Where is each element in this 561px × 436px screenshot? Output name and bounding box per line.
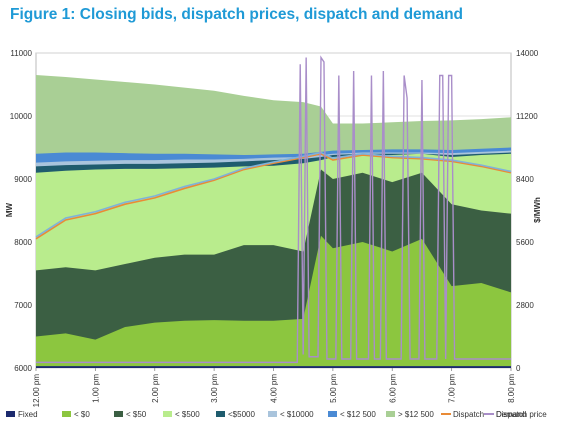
y2-tick-label: 5600 [516,238,534,247]
x-tick-label: 6.00 pm [388,374,397,403]
legend-swatch [6,411,15,417]
legend: Fixed < $0 < $50 < $500 <$5000 < $10000 < $12 … [6,410,547,419]
legend-label: Dispatch [453,410,484,419]
y-tick-label: 11000 [10,49,32,58]
legend-item--12-500: < $12 500 [328,410,376,419]
line-dispatch-price [36,55,511,364]
legend-label: Fixed [18,410,38,419]
legend-label: <$5000 [228,410,255,419]
legend-label: < $0 [74,410,90,419]
x-axis: 12.00 pm 1.00 pm 2.00 pm 3.00 pm 4.00 pm 5.00… [32,368,516,407]
y-axis-right: 0 2800 5600 8400 11200 14000 [516,49,539,373]
line-dispatch [35,152,512,240]
y2-tick-label: 14000 [516,49,539,58]
legend-label: < $500 [175,410,200,419]
legend-item--500: < $500 [163,410,200,419]
y-tick-label: 9000 [14,175,32,184]
x-tick-label: 3.00 pm [210,374,219,403]
line-demand [35,151,512,238]
legend-label: < $50 [126,410,147,419]
y2-tick-label: 2800 [516,301,534,310]
area--0 [36,235,511,368]
y-tick-label: 7000 [14,301,32,310]
legend-swatch [163,411,172,417]
y-tick-label: 10000 [10,112,33,121]
legend-swatch [62,411,71,417]
x-tick-label: 7.00 pm [448,374,457,403]
y2-tick-label: 0 [516,364,521,373]
legend-item--10000: < $10000 [268,410,314,419]
line-layer [35,55,512,364]
area-layer [36,75,511,369]
y-axis-left: 6000 7000 8000 9000 10000 11000 [10,49,33,373]
legend-swatch [328,411,337,417]
legend-label: < $12 500 [340,410,376,419]
y2-axis-label: $/MWh [533,197,542,223]
legend-item-fixed: Fixed [6,410,38,419]
legend-item--0: < $0 [62,410,90,419]
legend-item-dispatch-price: Dispatch price [484,410,547,419]
legend-item-dispatch: Dispatch [441,410,484,419]
legend-swatch [216,411,225,417]
y2-tick-label: 8400 [516,175,534,184]
area-fixed [36,366,511,368]
legend-swatch [386,411,395,417]
x-tick-label: 4.00 pm [270,374,279,403]
legend-item--50: < $50 [114,410,147,419]
legend-label: < $10000 [280,410,314,419]
x-tick-label: 1.00 pm [91,374,100,403]
legend-swatch [114,411,123,417]
legend-item--12-500: > $12 500 [386,410,434,419]
legend-item--5000: <$5000 [216,410,255,419]
y-tick-label: 6000 [14,364,32,373]
legend-label: Dispatch price [496,410,547,419]
y-tick-label: 8000 [14,238,32,247]
x-tick-label: 5.00 pm [329,374,338,403]
x-tick-label: 2.00 pm [151,374,160,403]
x-tick-label: 8.00 pm [507,374,516,403]
chart-title: Figure 1: Closing bids, dispatch prices,… [10,6,464,23]
y-axis-label: MW [5,202,14,217]
legend-label: Demand [496,410,526,419]
y2-tick-label: 11200 [516,112,538,121]
legend-label: > $12 500 [398,410,434,419]
x-tick-label: 12.00 pm [32,374,41,408]
legend-swatch [268,411,277,417]
